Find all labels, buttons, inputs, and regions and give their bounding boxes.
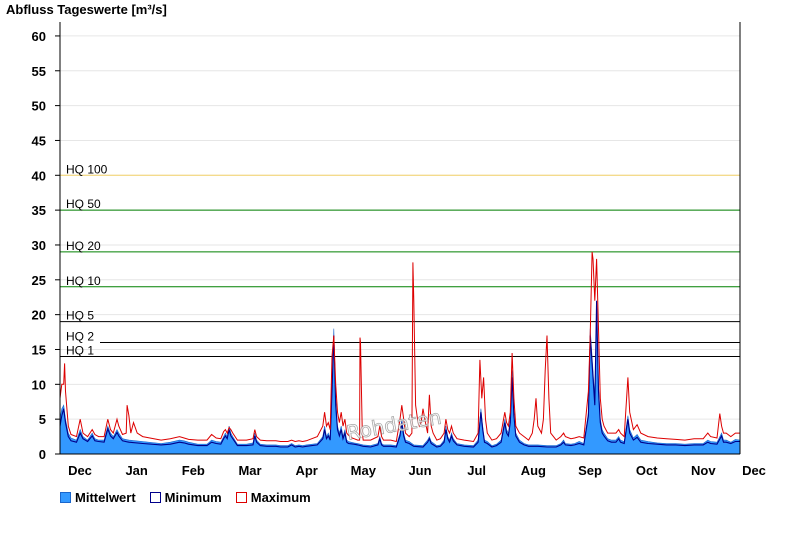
x-tick-label: Jun xyxy=(408,463,431,478)
y-tick-label: 45 xyxy=(32,133,46,148)
y-tick-label: 20 xyxy=(32,308,46,323)
y-tick-label: 5 xyxy=(39,412,46,427)
legend-item-maximum: Maximum xyxy=(235,490,311,505)
legend-swatch-mittelwert xyxy=(60,492,71,503)
threshold-label: HQ 100 xyxy=(66,162,108,176)
y-tick-label: 0 xyxy=(39,447,46,462)
series-line-minimum xyxy=(59,300,740,448)
legend-item-mittelwert: Mittelwert xyxy=(60,490,136,505)
legend-swatch-minimum xyxy=(149,492,161,503)
x-tick-label: Mar xyxy=(238,463,261,478)
legend: Mittelwert Minimum Maximum xyxy=(60,490,311,505)
x-tick-label: Dec xyxy=(742,463,766,478)
x-tick-label: Nov xyxy=(691,463,716,478)
x-tick-label: Dec xyxy=(68,463,92,478)
threshold-label: HQ 2 xyxy=(66,330,94,344)
series-layer xyxy=(59,251,741,455)
axis-layer xyxy=(55,22,741,455)
y-tick-label: 15 xyxy=(32,342,46,357)
x-tick-label: Jul xyxy=(467,463,486,478)
grid-layer xyxy=(60,35,740,420)
threshold-label: HQ 10 xyxy=(66,274,101,288)
y-tick-label: 50 xyxy=(32,99,46,114)
series-line-maximum xyxy=(59,251,740,443)
x-tick-label: Aug xyxy=(521,463,546,478)
x-tick-label: Feb xyxy=(182,463,205,478)
threshold-label: HQ 20 xyxy=(66,239,101,253)
x-tick-label: Jan xyxy=(125,463,147,478)
threshold-label: HQ 50 xyxy=(66,197,101,211)
x-tick-label: Sep xyxy=(578,463,602,478)
y-tick-label: 25 xyxy=(32,273,46,288)
chart-title: Abfluss Tageswerte [m³/s] xyxy=(6,2,167,17)
y-tick-label: 10 xyxy=(32,377,46,392)
legend-swatch-maximum xyxy=(235,492,247,503)
y-tick-label: 55 xyxy=(32,64,46,79)
threshold-label: HQ 1 xyxy=(66,343,94,357)
y-tick-label: 35 xyxy=(32,203,46,218)
x-tick-label: Apr xyxy=(295,463,317,478)
x-tick-label: Oct xyxy=(636,463,658,478)
legend-label-minimum: Minimum xyxy=(164,490,222,505)
y-tick-label: 60 xyxy=(32,29,46,44)
y-tick-label: 40 xyxy=(32,168,46,183)
legend-item-minimum: Minimum xyxy=(149,490,222,505)
legend-label-mittelwert: Mittelwert xyxy=(75,490,136,505)
legend-label-maximum: Maximum xyxy=(250,490,311,505)
threshold-layer xyxy=(60,174,740,357)
label-layer: 0 5 10 15 20 25 30 35 40 45 50 55 60 HQ 100 HQ 50 HQ 20… xyxy=(32,29,766,478)
threshold-label: HQ 5 xyxy=(66,309,94,323)
series-area-mittelwert xyxy=(59,314,741,455)
y-tick-label: 30 xyxy=(32,238,46,253)
x-tick-label: May xyxy=(351,463,377,478)
